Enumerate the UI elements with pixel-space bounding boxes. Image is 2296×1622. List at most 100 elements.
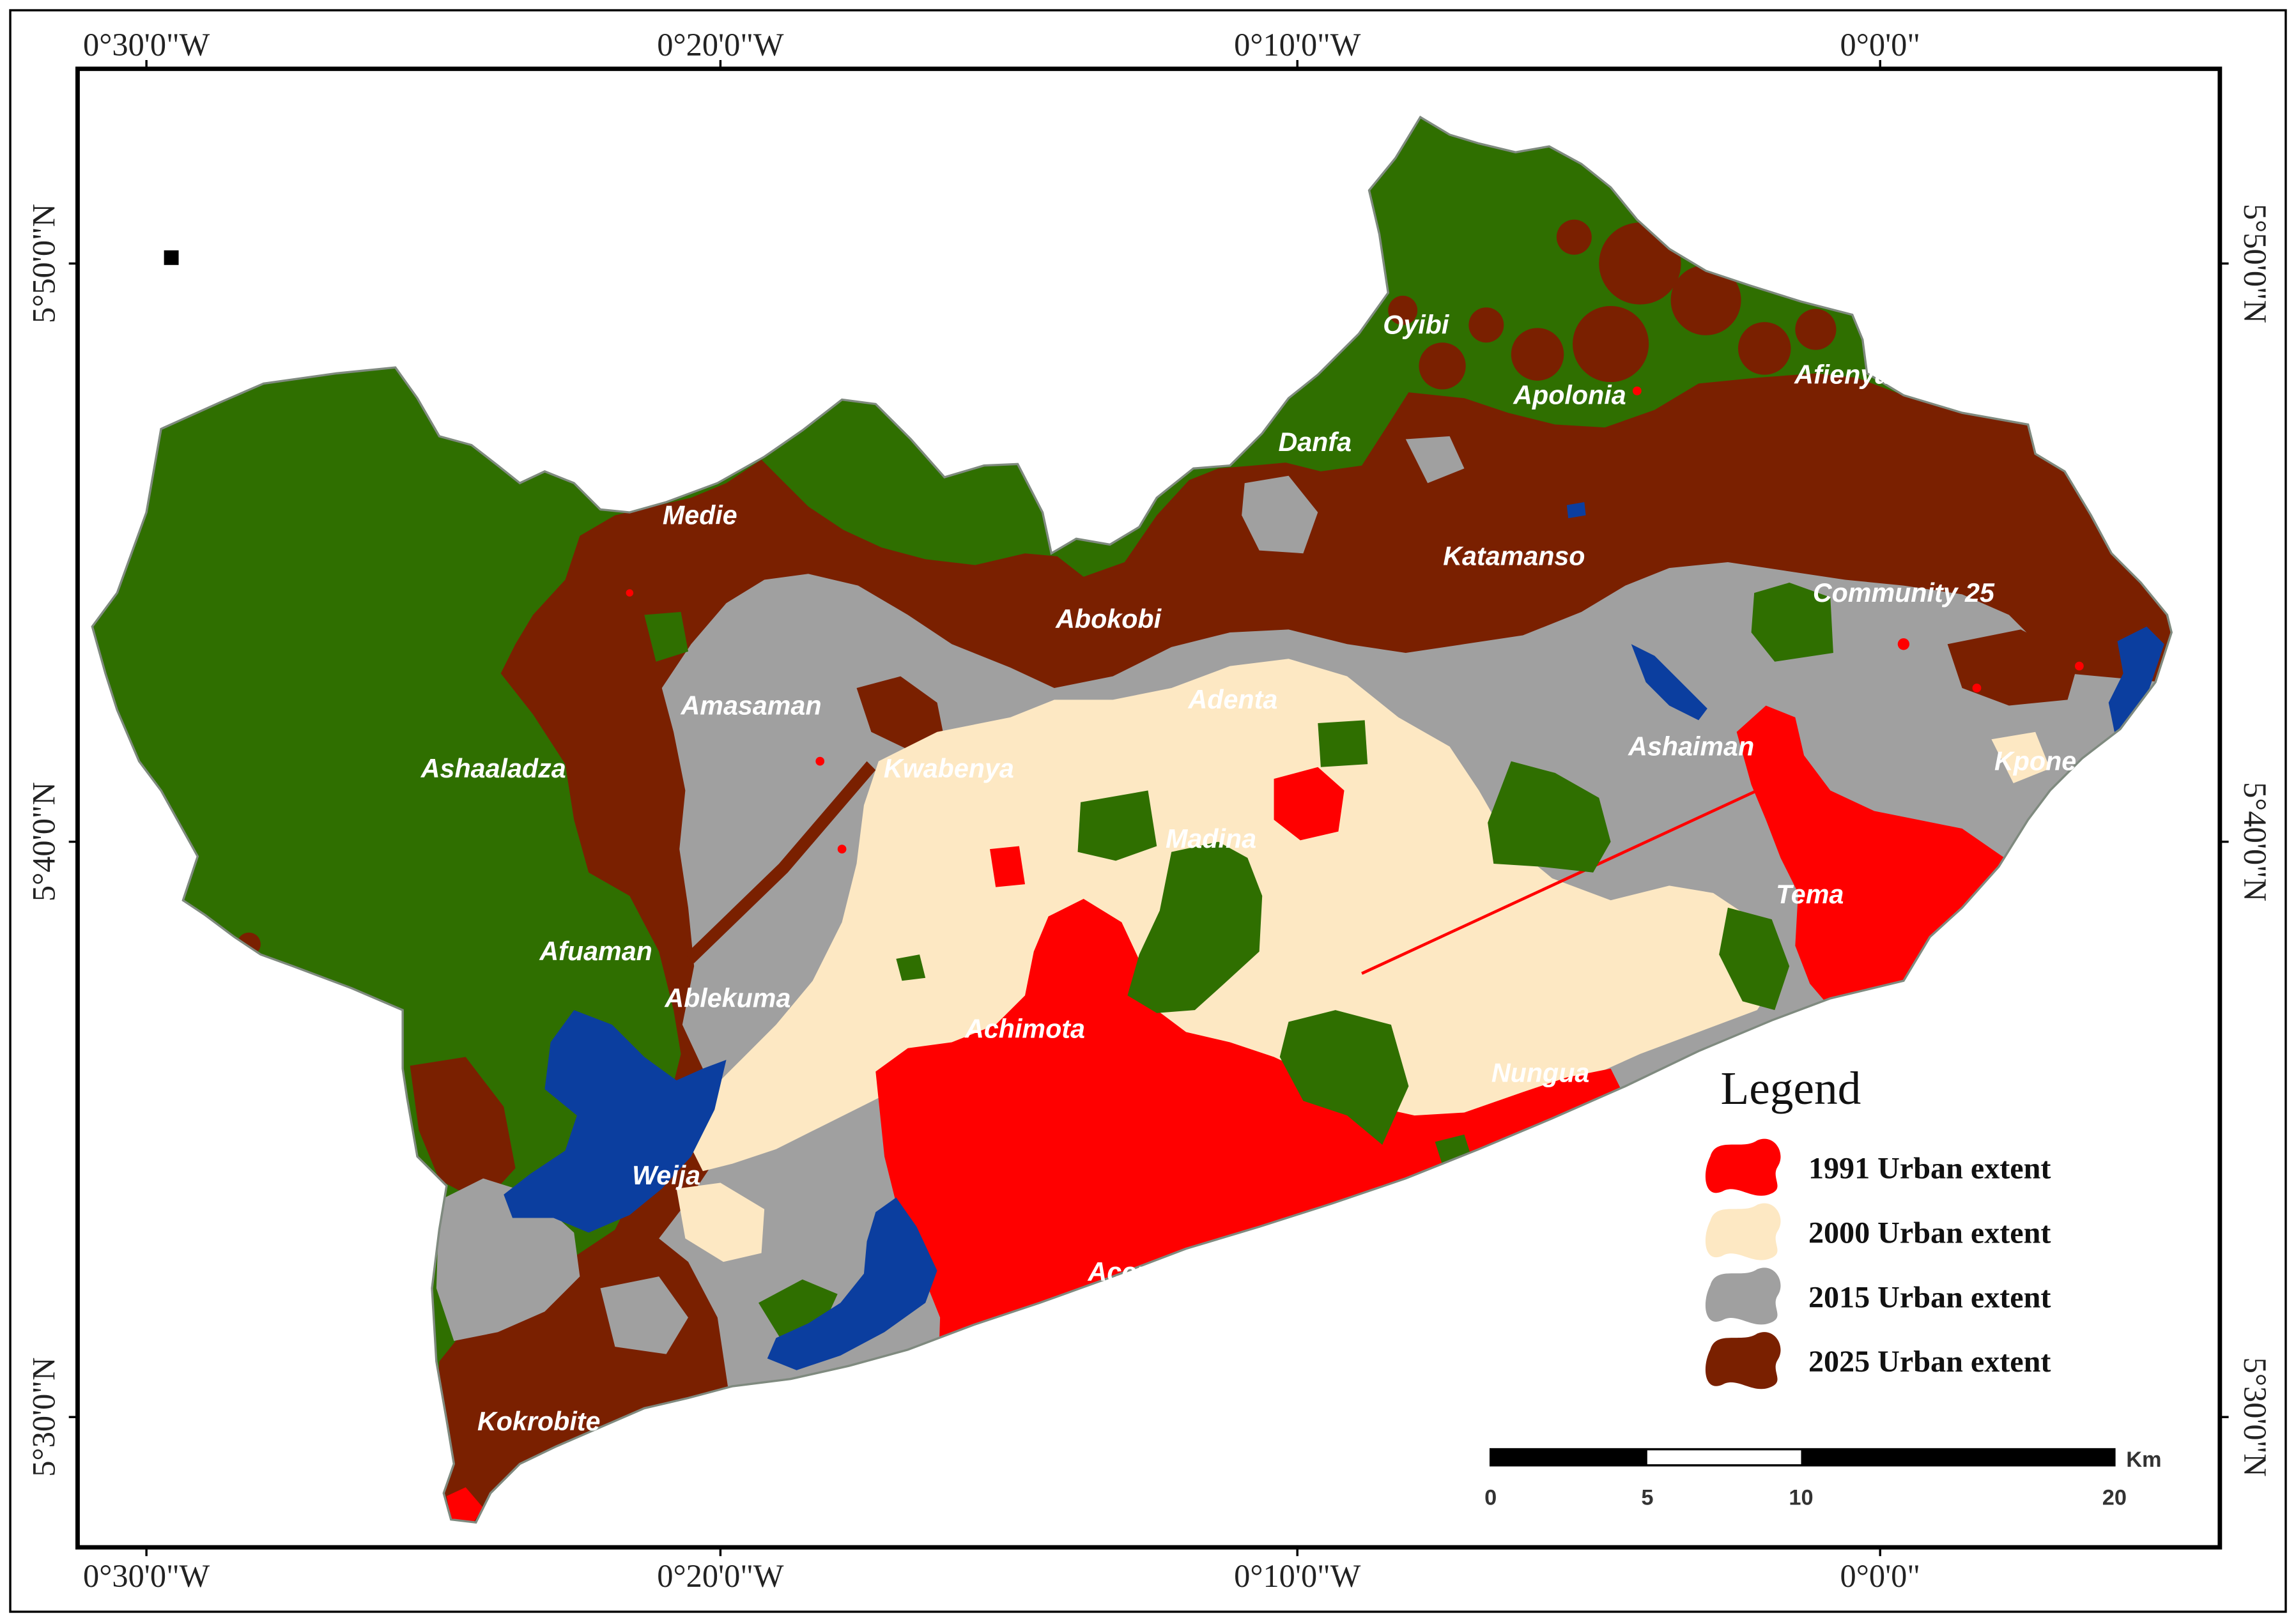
- lat-label-left-2: 5°40'0"N: [26, 782, 62, 901]
- lat-label-left-1: 5°50'0"N: [26, 204, 62, 323]
- place-label-weija: Weija: [632, 1161, 700, 1190]
- place-label-ashaaladza: Ashaaladza: [420, 754, 566, 783]
- scale-bar-segment: [1801, 1449, 2115, 1465]
- urban-1991-dot: [1897, 638, 1910, 650]
- urban-2025-patch: [1573, 305, 1649, 383]
- water-body-small: [1566, 502, 1586, 519]
- urban-2025-patch: [1419, 342, 1466, 390]
- urban-2025-patch: [1599, 222, 1681, 305]
- place-label-adenta: Adenta: [1188, 685, 1278, 714]
- water-body-lagoon: [767, 1197, 937, 1370]
- urban-1991-adenta-patch: [1274, 767, 1344, 841]
- green-patch: [1751, 583, 1833, 662]
- lon-label-top-3: 0°10'0"W: [1234, 27, 1361, 63]
- green-patch: [1488, 761, 1611, 873]
- urban-2015-southwest-area: [436, 1178, 580, 1342]
- place-label-afienya: Afienya: [1794, 360, 1890, 389]
- water-body-weija-reservoir: [504, 1010, 727, 1233]
- scale-tick-20: 20: [2102, 1486, 2127, 1510]
- scale-tick-5: 5: [1641, 1486, 1653, 1510]
- place-label-ashaiman: Ashaiman: [1628, 731, 1754, 761]
- place-label-accra: Accra: [1088, 1257, 1162, 1287]
- urban-2025-inner-patches: [685, 629, 2079, 963]
- scale-bar: 0 5 10 20 Km: [1484, 1448, 2161, 1510]
- place-label-community-25: Community 25: [1813, 578, 1995, 608]
- scale-unit: Km: [2126, 1448, 2161, 1472]
- green-patch: [1077, 790, 1157, 861]
- place-label-nungua: Nungua: [1491, 1058, 1589, 1087]
- lat-label-right-2: 5°40'0"N: [2237, 782, 2273, 901]
- urban-2025-channel: [685, 761, 876, 963]
- legend-label-1991: 1991 Urban extent: [1808, 1152, 2051, 1186]
- lon-label-top-2: 0°20'0"W: [657, 27, 784, 63]
- urban-1991-dot: [626, 589, 634, 597]
- scale-bar-segment: [1647, 1449, 1801, 1465]
- urban-2025-patch: [1737, 322, 1791, 375]
- urban-1991-kokrobite-patch: [446, 1487, 484, 1523]
- place-label-afuaman: Afuaman: [539, 937, 652, 966]
- water-layer: [504, 502, 2164, 1370]
- urban-2015-patch: [1242, 475, 1318, 554]
- place-label-abokobi: Abokobi: [1055, 604, 1162, 634]
- urban-2000-patch: [1991, 731, 2051, 783]
- place-label-oyibi: Oyibi: [1383, 310, 1450, 339]
- place-label-madina: Madina: [1166, 824, 1256, 853]
- lon-label-top-1: 0°30'0"W: [83, 27, 210, 63]
- scale-tick-0: 0: [1484, 1486, 1497, 1510]
- urban-1991-patch: [990, 846, 1026, 887]
- place-label-katamanso: Katamanso: [1443, 542, 1585, 571]
- urban-2025-patch: [1795, 309, 1837, 350]
- urban-2025-patch: [1670, 264, 1741, 335]
- urban-2015-patch: [1405, 436, 1465, 484]
- urban-1991-dot: [2074, 661, 2084, 671]
- place-label-kpone: Kpone: [1994, 746, 2076, 776]
- green-patch: [896, 954, 926, 981]
- place-label-kokrobite: Kokrobite: [477, 1407, 600, 1436]
- urban-2000-patch: [676, 1182, 765, 1262]
- place-label-medie: Medie: [663, 500, 737, 530]
- legend: Legend 1991 Urban extent 2000 Urban exte…: [1705, 1062, 2051, 1389]
- green-patch: [1719, 907, 1790, 1011]
- green-patch: [1318, 720, 1368, 767]
- scale-tick-10: 10: [1789, 1486, 1813, 1510]
- lon-label-top-4: 0°0'0": [1840, 27, 1920, 63]
- urban-1991-dot: [1972, 684, 1982, 692]
- green-patch: [1279, 1010, 1409, 1145]
- urban-2025-patch: [1556, 219, 1592, 255]
- green-patch-madina: [1127, 841, 1263, 1013]
- water-body-ashaiman: [1631, 644, 1707, 721]
- urban-2025-patch: [1468, 307, 1504, 343]
- urban-1991-dot: [815, 756, 825, 766]
- legend-label-2015: 2015 Urban extent: [1808, 1280, 2051, 1314]
- urban-2025-weija-west: [410, 1057, 516, 1204]
- lat-label-right-3: 5°30'0"N: [2237, 1358, 2273, 1477]
- place-labels: Medie Oyibi Apolonia Afienya Danfa Katam…: [420, 310, 2076, 1435]
- place-label-achimota: Achimota: [964, 1014, 1085, 1044]
- lon-label-bottom-2: 0°20'0"W: [657, 1558, 784, 1594]
- urban-2025-patch: [856, 676, 944, 750]
- place-label-apolonia: Apolonia: [1513, 380, 1626, 409]
- place-label-amasaman: Amasaman: [681, 691, 822, 720]
- graticule-labels: 0°30'0"W 0°20'0"W 0°10'0"W 0°0'0" 0°30'0…: [26, 27, 2273, 1594]
- place-label-danfa: Danfa: [1278, 427, 1352, 457]
- outer-frame: [9, 9, 2287, 1613]
- water-body-east: [2108, 626, 2164, 732]
- map-marker-square: [164, 250, 179, 265]
- graticule-ticks: [68, 59, 2229, 1556]
- lat-label-right-1: 5°50'0"N: [2237, 204, 2273, 323]
- green-patch: [644, 611, 688, 662]
- lon-label-bottom-1: 0°30'0"W: [83, 1558, 210, 1594]
- scale-bar-segment: [1490, 1449, 1647, 1465]
- legend-label-2025: 2025 Urban extent: [1808, 1345, 2051, 1379]
- urban-2025-patch: [1511, 328, 1564, 381]
- urban-2015-patch: [600, 1276, 688, 1354]
- legend-title: Legend: [1720, 1062, 1861, 1114]
- place-label-tema: Tema: [1776, 880, 1844, 909]
- scale-bar-outline: [1489, 1448, 2116, 1467]
- place-label-kwabenya: Kwabenya: [884, 754, 1014, 783]
- lon-label-bottom-4: 0°0'0": [1840, 1558, 1920, 1594]
- urban-2025-patch: [1388, 295, 1418, 325]
- urban-1991-motorway: [1361, 789, 1758, 975]
- lat-label-left-3: 5°30'0"N: [26, 1358, 62, 1477]
